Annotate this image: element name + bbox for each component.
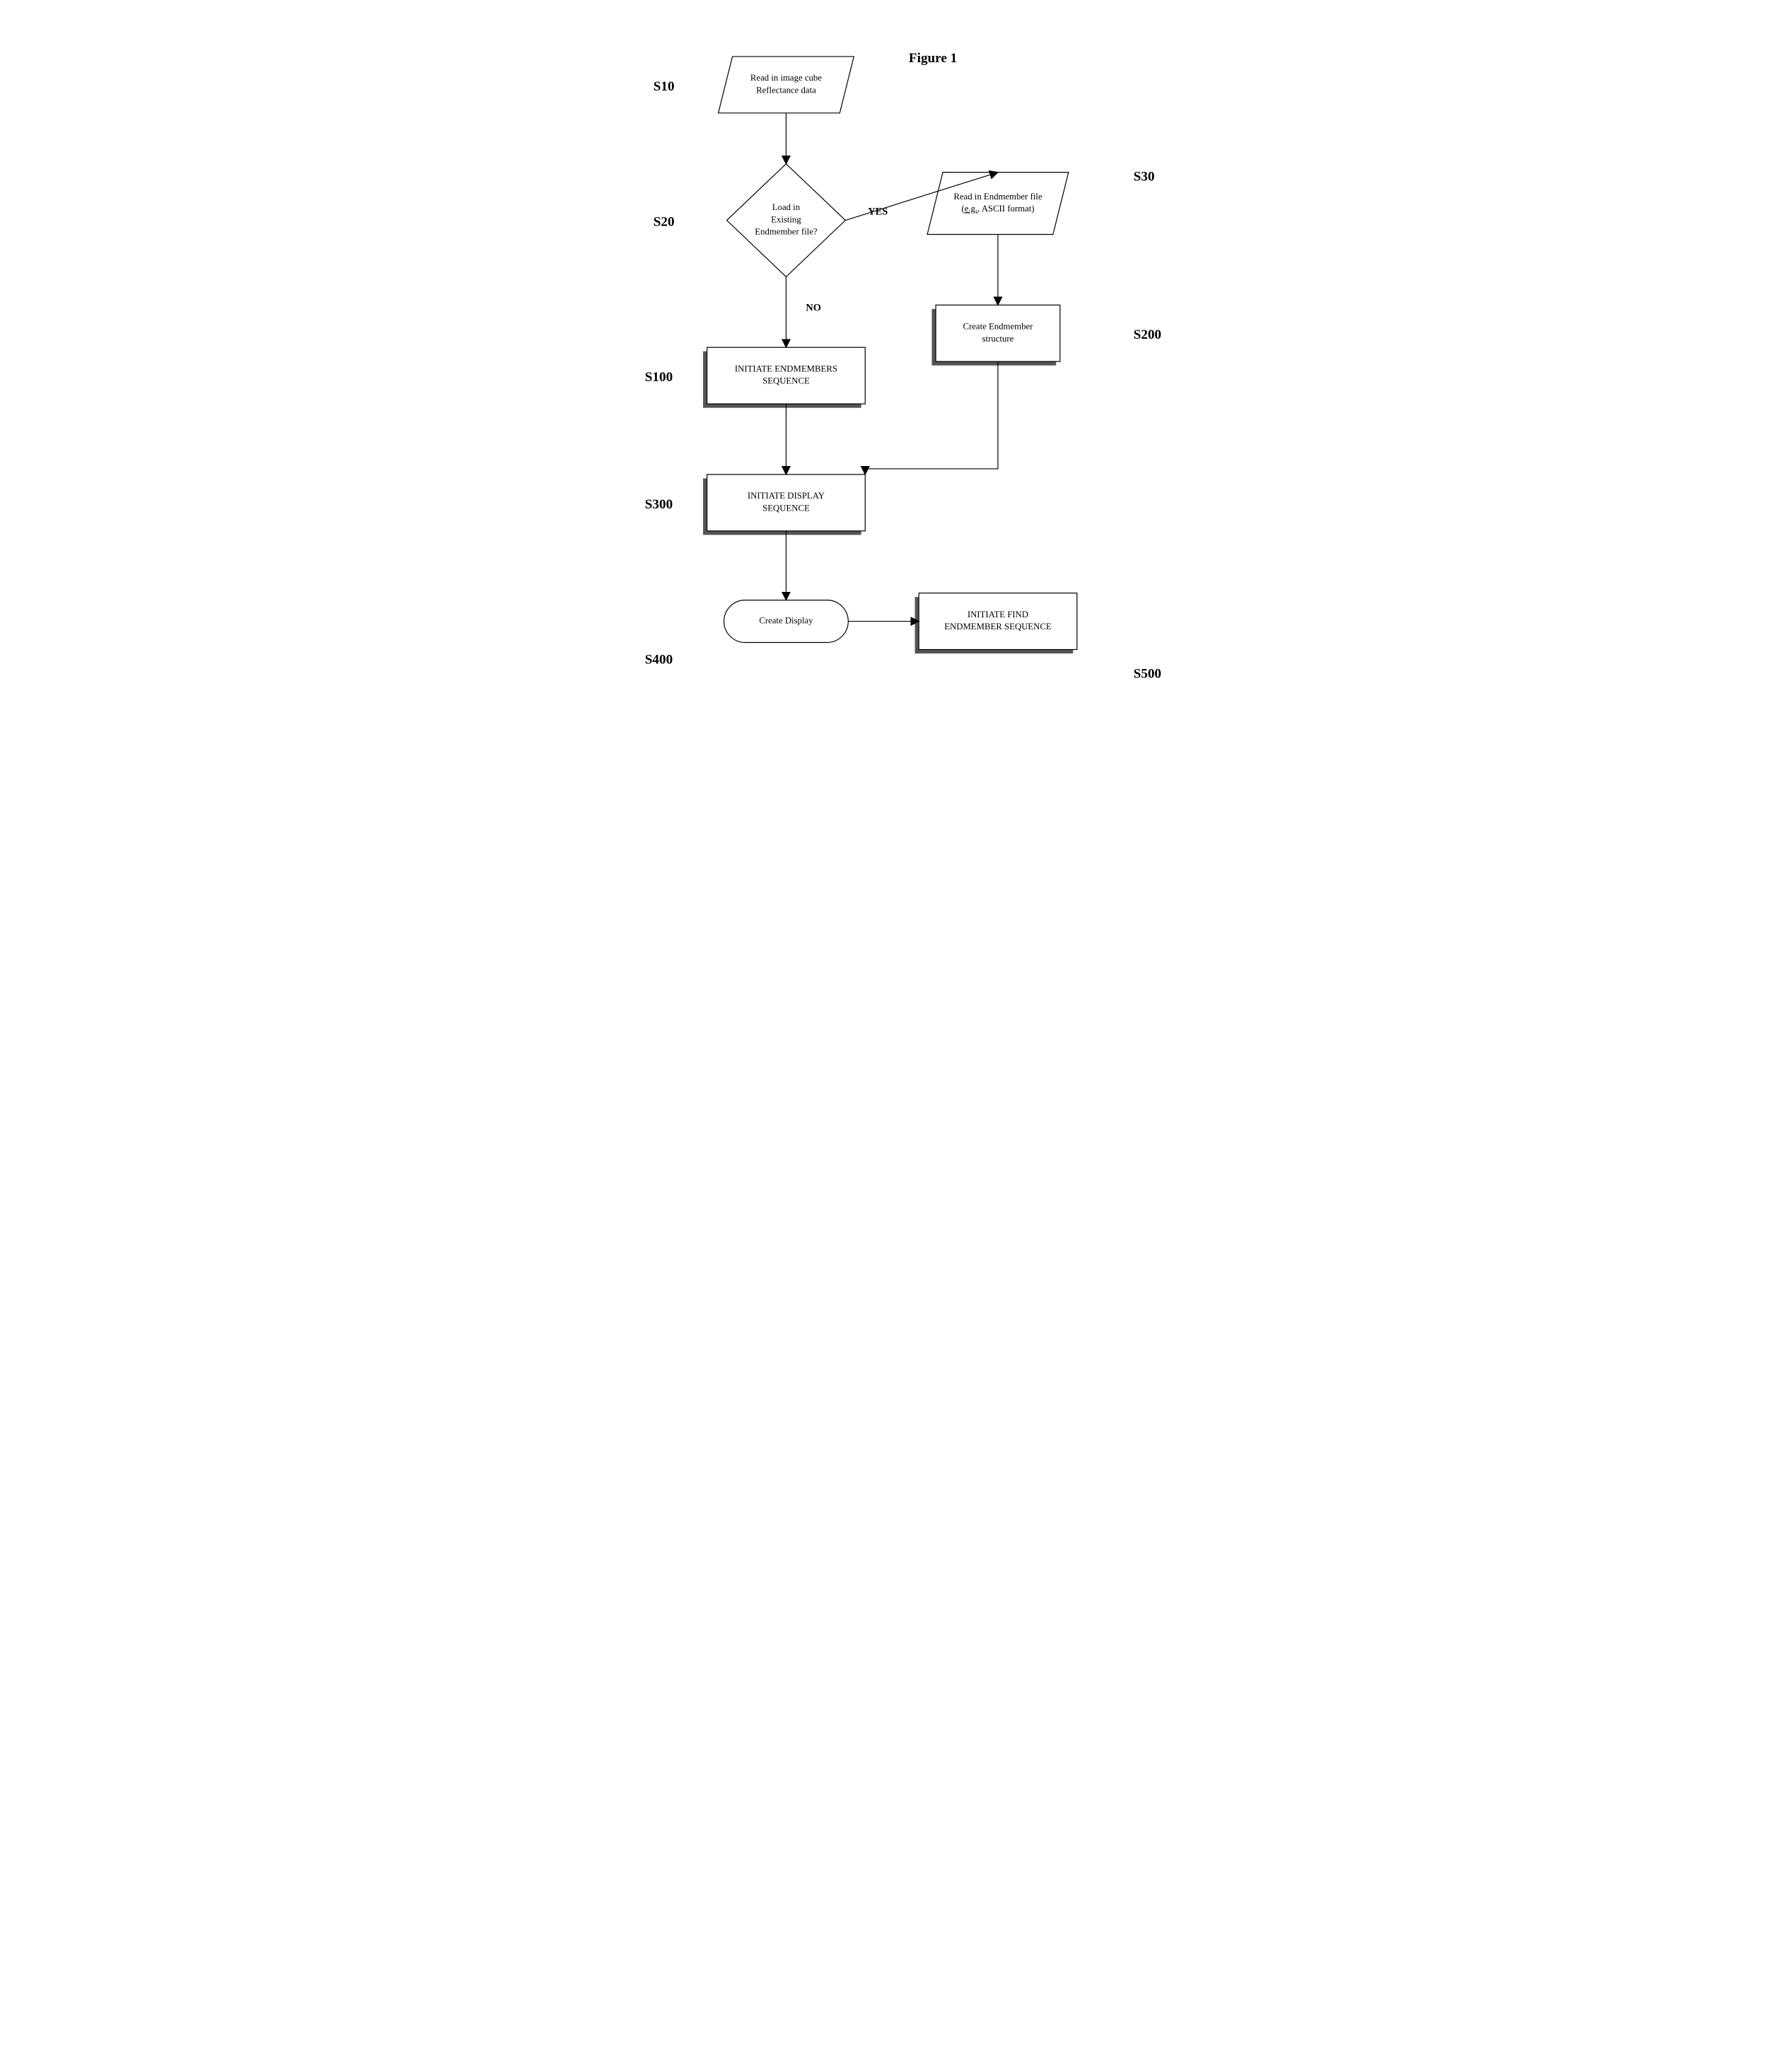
node-text-S20-1: Existing — [771, 214, 801, 224]
node-text-S20-2: Endmember file? — [755, 227, 818, 237]
node-S200 — [936, 305, 1060, 361]
step-label-S300: S300 — [645, 497, 673, 512]
node-S30 — [927, 173, 1069, 235]
node-text-S400-0: Create Display — [759, 616, 813, 626]
step-label-S100: S100 — [645, 370, 673, 385]
edge-label-S20-S30: YES — [868, 206, 888, 218]
step-label-S400: S400 — [645, 652, 673, 667]
node-text-S200-1: structure — [982, 334, 1014, 344]
step-label-S10: S10 — [654, 79, 675, 94]
node-text-S20-0: Load in — [772, 202, 801, 212]
step-label-S20: S20 — [654, 215, 675, 230]
node-text-S30-0: Read in Endmember file — [953, 192, 1042, 202]
node-S10 — [719, 57, 854, 113]
node-text-S10-1: Reflectance data — [756, 85, 816, 95]
step-label-S200: S200 — [1134, 327, 1161, 342]
node-text-S100-0: INITIATE ENDMEMBERS — [735, 363, 837, 373]
flowchart-diagram: Figure 1 Read in image cube Reflectance da… — [532, 28, 1239, 856]
step-label-S30: S30 — [1134, 170, 1155, 185]
node-S100 — [707, 347, 866, 404]
node-S300 — [707, 475, 866, 531]
node-text-S30-1: (e.g., ASCII format) — [961, 204, 1034, 214]
node-text-S300-0: INITIATE DISPLAY — [748, 491, 825, 501]
node-S500 — [919, 593, 1077, 650]
node-text-S10-0: Read in image cube — [750, 73, 822, 83]
edge-label-S20-S100: NO — [806, 302, 821, 313]
node-text-S500-0: INITIATE FIND — [968, 610, 1028, 619]
node-text-S200-0: Create Endmember — [963, 322, 1033, 332]
node-text-S300-1: SEQUENCE — [762, 503, 810, 513]
edge-S200-S300 — [865, 361, 998, 475]
node-text-S100-1: SEQUENCE — [762, 376, 810, 386]
node-text-S500-1: ENDMEMBER SEQUENCE — [944, 622, 1052, 632]
step-label-S500: S500 — [1134, 666, 1161, 681]
figure-title: Figure 1 — [909, 51, 957, 66]
